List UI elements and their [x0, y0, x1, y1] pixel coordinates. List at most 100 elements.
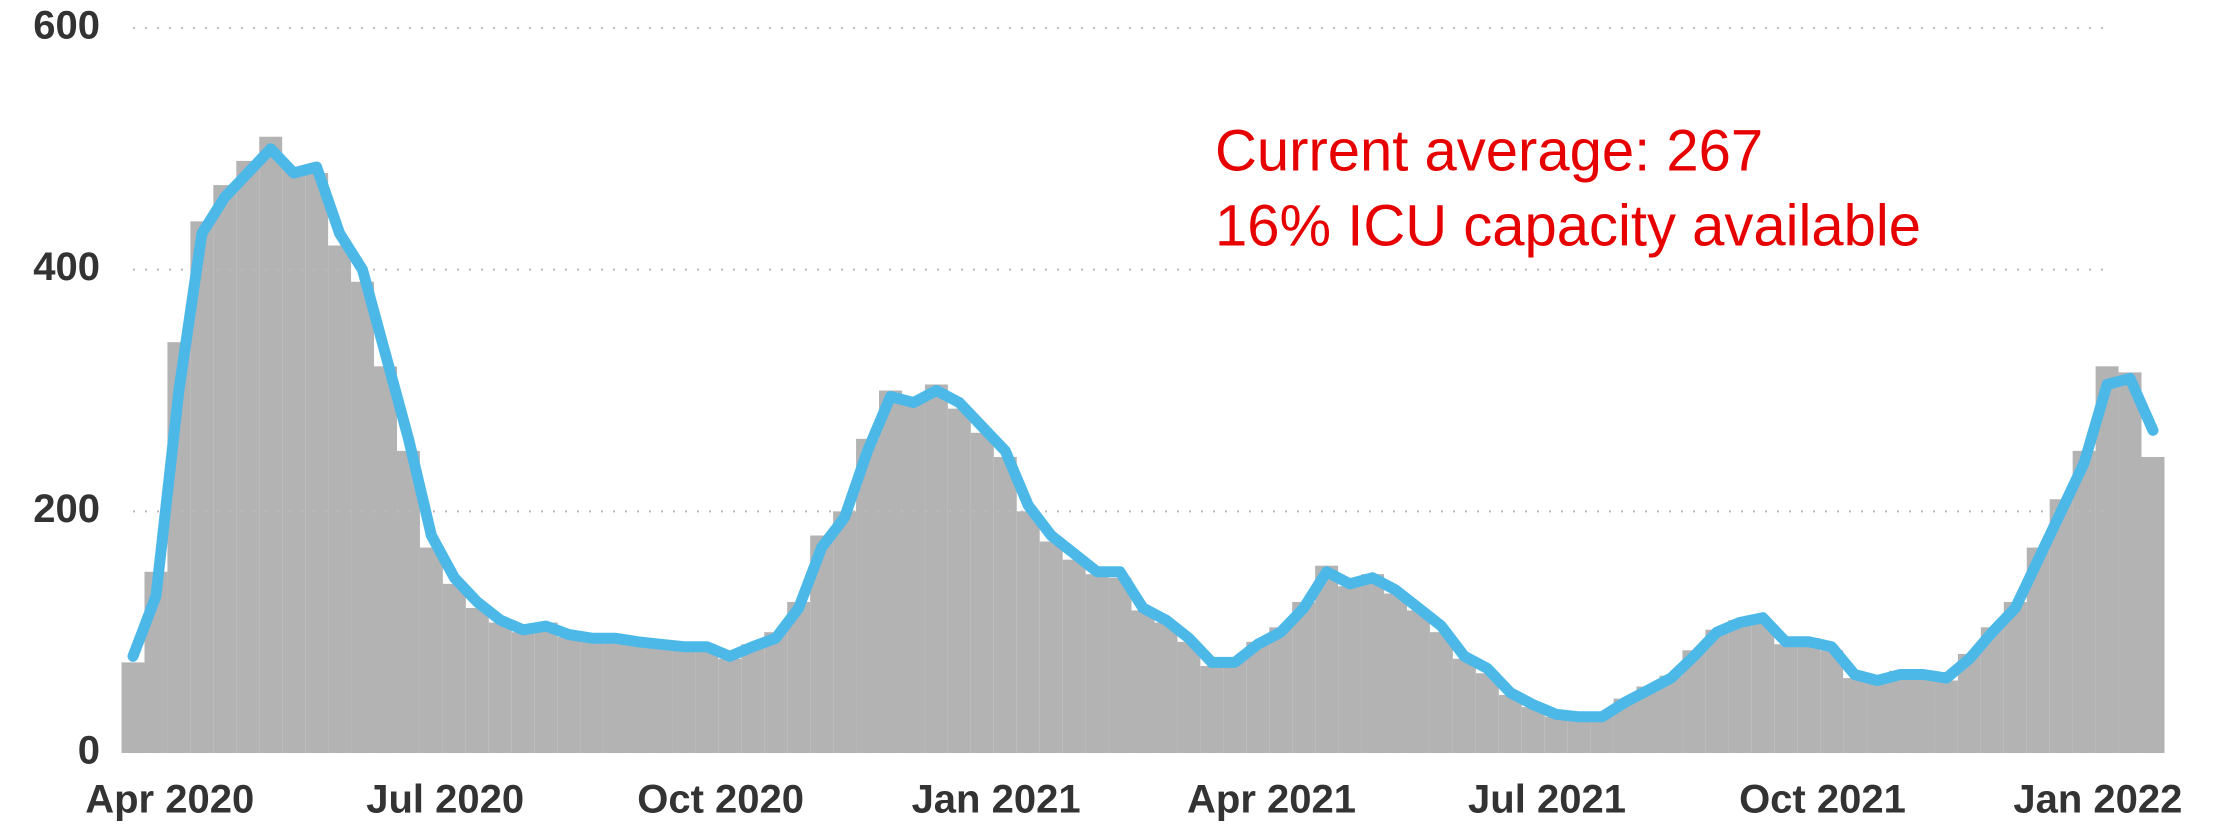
bar — [305, 173, 329, 753]
bar — [396, 450, 420, 753]
bar — [1452, 658, 1476, 753]
bar — [695, 649, 719, 753]
x-tick-label: Jul 2021 — [1468, 778, 1626, 822]
x-tick-label: Jan 2021 — [912, 778, 1081, 822]
bar — [947, 408, 971, 753]
bar — [787, 601, 811, 753]
x-tick-label: Jan 2022 — [2013, 778, 2182, 822]
bar — [1980, 627, 2004, 753]
bar — [2003, 601, 2027, 753]
bar — [236, 160, 260, 753]
bar — [1246, 641, 1270, 753]
bar — [1728, 620, 1752, 753]
bar — [328, 245, 352, 753]
bar — [833, 511, 857, 753]
bar — [442, 583, 466, 753]
x-tick-label: Apr 2021 — [1187, 778, 1356, 822]
bar — [1154, 622, 1178, 753]
bar — [1820, 650, 1844, 753]
bar — [2095, 366, 2119, 753]
bar — [580, 634, 604, 753]
x-tick-label: Oct 2020 — [637, 778, 804, 822]
bar — [2072, 450, 2096, 753]
bar — [374, 366, 397, 753]
bar — [764, 632, 788, 753]
x-tick-label: Oct 2021 — [1739, 778, 1906, 822]
bar — [534, 622, 558, 753]
bar — [1544, 716, 1568, 753]
bar — [924, 384, 948, 753]
bar — [1682, 650, 1706, 753]
bar — [511, 632, 535, 753]
bar — [718, 658, 742, 753]
bar — [1361, 574, 1385, 753]
y-tick-label: 0 — [78, 729, 100, 773]
grid: 0 200 400 600 Apr 2020 Jul 2020 Oct 2020 Jan 20… — [33, 4, 2182, 822]
bar — [1866, 682, 1890, 753]
line — [127, 143, 2159, 723]
bar — [1797, 638, 1821, 753]
bar — [1934, 680, 1958, 753]
bar — [1131, 610, 1155, 753]
bar — [2118, 372, 2142, 753]
bar — [1889, 670, 1912, 753]
bar — [1108, 577, 1132, 753]
bar — [626, 644, 650, 753]
y-tick-label: 200 — [33, 487, 100, 531]
y-tick-label: 400 — [33, 245, 100, 289]
bar — [1774, 644, 1798, 753]
bar — [1016, 511, 1040, 753]
bar — [1292, 601, 1316, 753]
bar — [1521, 707, 1545, 753]
bar — [603, 641, 627, 753]
bar — [351, 281, 375, 753]
bar — [1039, 541, 1063, 753]
bar — [213, 185, 237, 754]
bar — [1406, 610, 1430, 753]
bar — [2026, 547, 2050, 753]
bar — [1751, 622, 1775, 753]
bar — [1200, 666, 1224, 753]
bars — [121, 136, 2165, 754]
bar — [2049, 499, 2073, 753]
bar — [1062, 559, 1086, 753]
bar — [741, 644, 765, 753]
bar — [1429, 632, 1453, 753]
bar — [282, 166, 306, 754]
bar — [259, 136, 283, 753]
bar — [2141, 456, 2165, 753]
bar — [1567, 719, 1591, 753]
bar — [1911, 678, 1935, 753]
bar — [901, 396, 925, 753]
x-tick-label: Apr 2020 — [85, 778, 254, 822]
bar — [488, 622, 512, 753]
bar — [1475, 673, 1499, 753]
bar — [1590, 714, 1614, 753]
bar — [1659, 675, 1683, 753]
lines — [127, 143, 2159, 723]
bar — [879, 390, 902, 753]
annotation: Current average: 267 — [1215, 118, 1763, 183]
bar — [1269, 627, 1293, 753]
bar — [810, 535, 834, 753]
bar — [121, 662, 145, 753]
x-tick-label: Jul 2020 — [366, 778, 524, 822]
bar — [1177, 641, 1201, 753]
bar — [672, 644, 696, 753]
bar — [993, 456, 1017, 753]
bar — [1315, 565, 1339, 753]
bar — [1223, 658, 1247, 753]
bar — [419, 547, 443, 753]
bar — [1384, 593, 1407, 753]
bar — [1705, 629, 1729, 753]
bar — [1843, 678, 1867, 753]
bar — [1338, 586, 1362, 753]
bar — [1085, 574, 1109, 753]
bar — [557, 637, 581, 753]
annotation: 16% ICU capacity available — [1215, 193, 1921, 258]
bar — [1636, 686, 1660, 753]
bar — [190, 221, 214, 754]
bar — [465, 608, 489, 753]
